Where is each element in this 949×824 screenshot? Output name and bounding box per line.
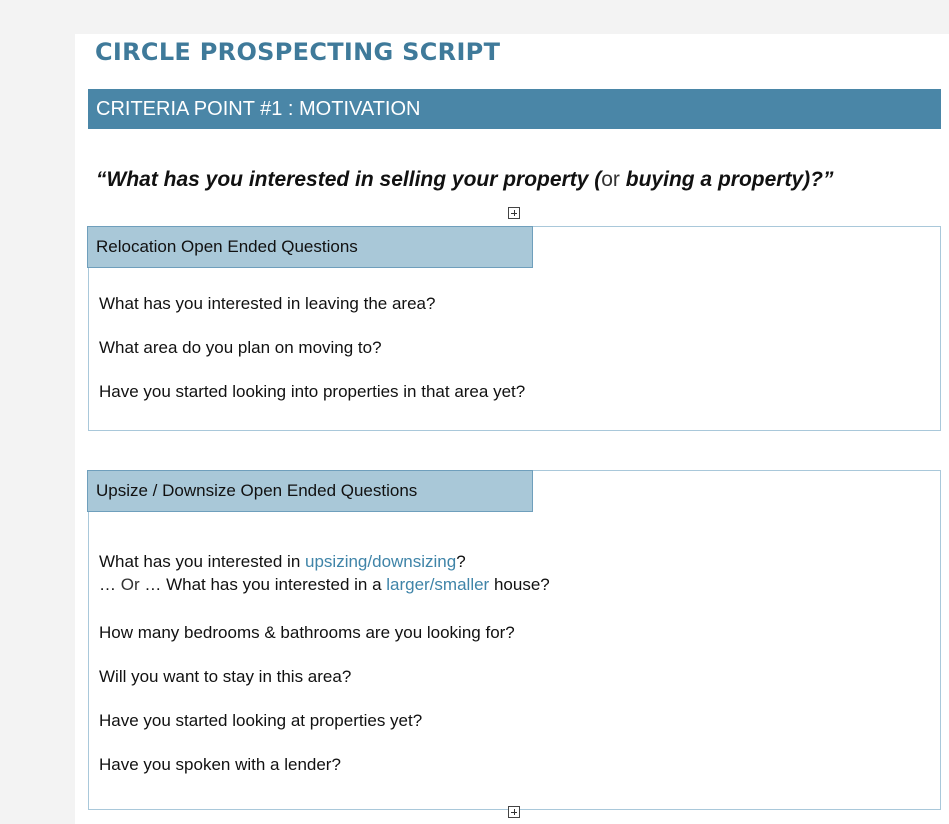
upsize-downsize-questions-box: Upsize / Downsize Open Ended Questions W…: [87, 470, 941, 810]
upsize-downsize-header: Upsize / Downsize Open Ended Questions: [87, 470, 533, 512]
q1-pre: What has you interested in: [99, 552, 306, 571]
list-item: … Or … What has you interested in a larg…: [99, 574, 550, 596]
document-page: CIRCLE PROSPECTING SCRIPT CRITERIA POINT…: [75, 34, 949, 824]
relocation-header: Relocation Open Ended Questions: [87, 226, 533, 268]
q1-post: ?: [456, 552, 466, 571]
document-title: CIRCLE PROSPECTING SCRIPT: [95, 38, 501, 66]
q2-or: Or: [120, 575, 140, 594]
q2-lead: …: [99, 575, 121, 594]
expand-icon[interactable]: [508, 207, 520, 219]
quote-part-1: “What has you interested in selling your…: [96, 168, 602, 191]
section-header: CRITERIA POINT #1 : MOTIVATION: [88, 89, 941, 129]
q2-mid: … What has you interested in a: [139, 575, 387, 594]
q1-highlight: upsizing/downsizing: [305, 552, 457, 571]
q2-highlight: larger/smaller: [386, 575, 490, 594]
list-item: Have you spoken with a lender?: [99, 755, 341, 774]
quote-or: or: [601, 168, 620, 191]
list-item: Will you want to stay in this area?: [99, 667, 352, 686]
list-item: What has you interested in upsizing/down…: [99, 551, 466, 573]
list-item: Have you started looking into properties…: [99, 382, 526, 401]
list-item: Have you started looking at properties y…: [99, 711, 423, 730]
list-item: How many bedrooms & bathrooms are you lo…: [99, 623, 515, 642]
expand-icon[interactable]: [508, 806, 520, 818]
list-item: What has you interested in leaving the a…: [99, 294, 436, 313]
relocation-questions-box: Relocation Open Ended Questions What has…: [87, 226, 941, 431]
motivation-quote: “What has you interested in selling your…: [96, 168, 833, 192]
quote-part-2: buying a property)?”: [619, 168, 834, 191]
list-item: What area do you plan on moving to?: [99, 338, 382, 357]
q2-post: house?: [489, 575, 550, 594]
